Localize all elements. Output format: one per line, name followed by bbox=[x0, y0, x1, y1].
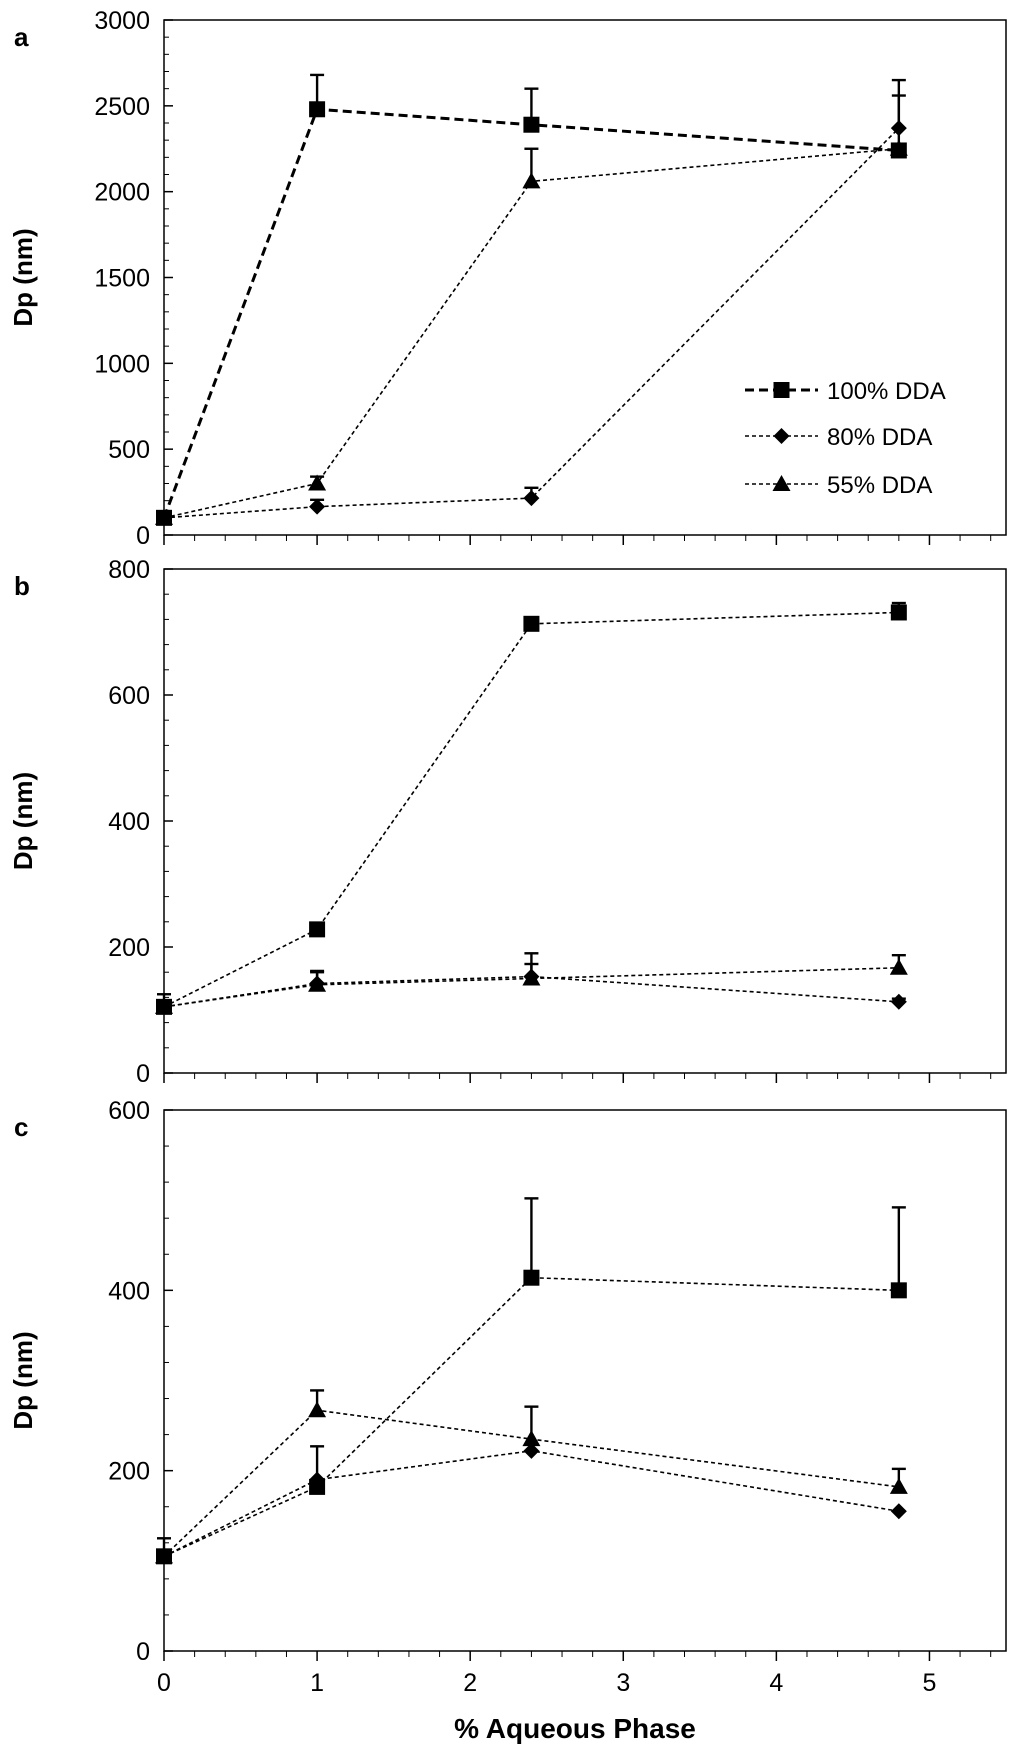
data-point bbox=[522, 1430, 541, 1447]
data-point bbox=[522, 172, 541, 189]
y-tick-label: 1500 bbox=[94, 265, 150, 293]
x-tick-label: 4 bbox=[769, 1669, 783, 1697]
data-point bbox=[309, 1471, 326, 1488]
legend-marker bbox=[773, 428, 790, 444]
data-point bbox=[522, 969, 541, 986]
x-tick-label: 2 bbox=[463, 1669, 477, 1697]
legend-marker bbox=[773, 382, 790, 398]
y-tick-label: 200 bbox=[108, 1458, 150, 1486]
plot-frame bbox=[163, 1109, 1007, 1652]
data-point bbox=[889, 1477, 908, 1494]
legend-marker bbox=[772, 475, 791, 491]
data-point bbox=[889, 139, 908, 156]
panel-c: 0 200 400 600 Dp (nm) c 0 1 2 3 4 5 % Aqueous Phase bbox=[8, 1097, 1007, 1744]
legend-label: 80% DDA bbox=[827, 424, 932, 451]
data-point bbox=[523, 116, 540, 133]
data-point bbox=[308, 474, 327, 491]
series-line bbox=[163, 966, 899, 1008]
data-point bbox=[523, 615, 540, 632]
y-tick-label: 600 bbox=[108, 1097, 150, 1125]
data-point bbox=[523, 1269, 540, 1286]
series-line bbox=[163, 1276, 899, 1558]
y-tick-label: 500 bbox=[108, 436, 150, 464]
data-point bbox=[155, 1547, 173, 1564]
y-tick-label: 200 bbox=[108, 934, 150, 962]
data-point bbox=[523, 1442, 540, 1459]
panel-a: 0 500 1000 1500 2000 2500 3000 Dp (nm) a 100% DDA… bbox=[8, 7, 1007, 550]
data-point bbox=[890, 993, 907, 1010]
legend-label: 55% DDA bbox=[827, 472, 932, 499]
x-tick-label: 3 bbox=[616, 1669, 630, 1697]
y-tick-label: 400 bbox=[108, 808, 150, 836]
x-tick-label: 1 bbox=[310, 1669, 324, 1697]
y-tick-label: 0 bbox=[136, 1060, 150, 1088]
data-point bbox=[308, 975, 327, 992]
data-point bbox=[889, 958, 908, 975]
panel-b: 0 200 400 600 800 Dp (nm) b bbox=[8, 556, 1007, 1088]
y-tick-label: 1000 bbox=[94, 350, 150, 378]
series-line bbox=[163, 1409, 899, 1557]
x-tick-label: 5 bbox=[923, 1669, 937, 1697]
y-tick-label: 800 bbox=[108, 556, 150, 584]
data-point bbox=[309, 101, 326, 118]
data-point bbox=[308, 1401, 327, 1418]
legend-label: 100% DDA bbox=[827, 378, 946, 405]
data-point bbox=[309, 498, 326, 515]
legend: 100% DDA 80% DDA 55% DDA bbox=[745, 378, 946, 499]
y-axis-label: Dp (nm) bbox=[8, 228, 38, 326]
data-point bbox=[309, 921, 326, 938]
y-tick-label: 0 bbox=[136, 522, 150, 550]
series-line bbox=[163, 147, 899, 519]
panel-letter: b bbox=[14, 571, 30, 601]
data-point bbox=[890, 604, 907, 621]
series-line bbox=[163, 1450, 899, 1558]
y-axis-label: Dp (nm) bbox=[8, 1331, 38, 1429]
data-point bbox=[890, 1282, 907, 1299]
y-tick-label: 2000 bbox=[94, 179, 150, 207]
data-point bbox=[523, 490, 540, 507]
data-point bbox=[155, 508, 173, 525]
y-tick-label: 600 bbox=[108, 682, 150, 710]
data-point bbox=[155, 997, 173, 1014]
y-tick-label: 3000 bbox=[94, 7, 150, 35]
y-tick-label: 2500 bbox=[94, 93, 150, 121]
y-tick-label: 0 bbox=[136, 1638, 150, 1666]
series-line bbox=[163, 611, 899, 1008]
series-line bbox=[163, 127, 900, 519]
data-point bbox=[890, 1503, 907, 1520]
panel-letter: c bbox=[14, 1112, 28, 1142]
x-tick-label: 0 bbox=[157, 1669, 171, 1697]
y-axis-label: Dp (nm) bbox=[8, 772, 38, 870]
series-line bbox=[162, 107, 899, 519]
x-axis-label: % Aqueous Phase bbox=[454, 1713, 696, 1744]
panel-letter: a bbox=[14, 22, 29, 52]
y-tick-label: 400 bbox=[108, 1277, 150, 1305]
